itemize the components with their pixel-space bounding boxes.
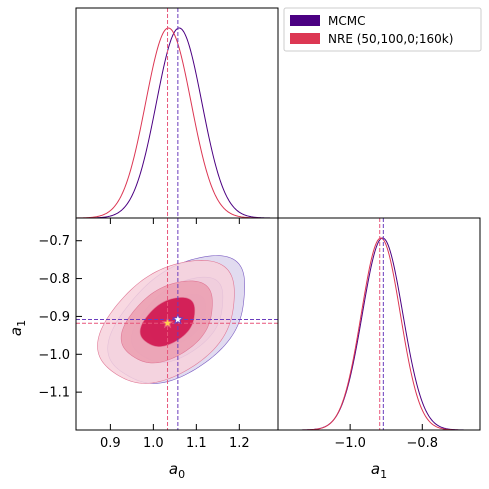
legend-frame bbox=[283, 7, 482, 52]
a1-marginal-curve-nre bbox=[278, 237, 480, 431]
xlabel-a0: a0 bbox=[169, 460, 185, 481]
panel-frame-a1 bbox=[277, 217, 481, 431]
ylabel-a1: a1 bbox=[7, 320, 28, 336]
joint-ytick-label: −1.0 bbox=[38, 348, 70, 363]
mcmc-truth-star bbox=[171, 313, 184, 325]
legend-label-nre: NRE (50,100,0;160k) bbox=[328, 32, 453, 46]
panel-frame-a0 bbox=[75, 7, 279, 219]
panel-joint: 0.9 1.0 1.1 1.2 −0.7 −0.8 −0.9 −1.0 −1.1 bbox=[38, 217, 279, 451]
panel-a0-marginal bbox=[75, 7, 279, 224]
joint-ytick-label: −0.8 bbox=[38, 272, 70, 287]
legend-swatch-nre bbox=[290, 33, 320, 44]
joint-ytick-label: −0.9 bbox=[38, 310, 70, 325]
a1-marginal-tick-label: −0.8 bbox=[406, 436, 438, 451]
a1-marginal-curve-mcmc bbox=[278, 237, 480, 431]
joint-ytick-label: −1.1 bbox=[38, 386, 70, 401]
joint-xtick-label: 1.0 bbox=[143, 436, 164, 451]
legend: MCMC NRE (50,100,0;160k) bbox=[283, 7, 482, 52]
a0-marginal-curve-nre bbox=[75, 27, 278, 219]
a1-marginal-tick-label: −1.0 bbox=[334, 436, 366, 451]
nre-truth-star bbox=[161, 316, 174, 329]
legend-swatch-mcmc bbox=[290, 15, 320, 26]
joint-xtick-label: 0.9 bbox=[100, 436, 121, 451]
panel-a1-marginal: −1.0 −0.8 bbox=[277, 217, 481, 451]
a0-marginal-curve-mcmc bbox=[76, 27, 278, 219]
joint-xtick-label: 1.1 bbox=[186, 436, 207, 451]
legend-label-mcmc: MCMC bbox=[328, 14, 365, 28]
xlabel-a1: a1 bbox=[371, 460, 387, 481]
joint-xtick-label: 1.2 bbox=[229, 436, 250, 451]
joint-ytick-label: −0.7 bbox=[38, 234, 70, 249]
